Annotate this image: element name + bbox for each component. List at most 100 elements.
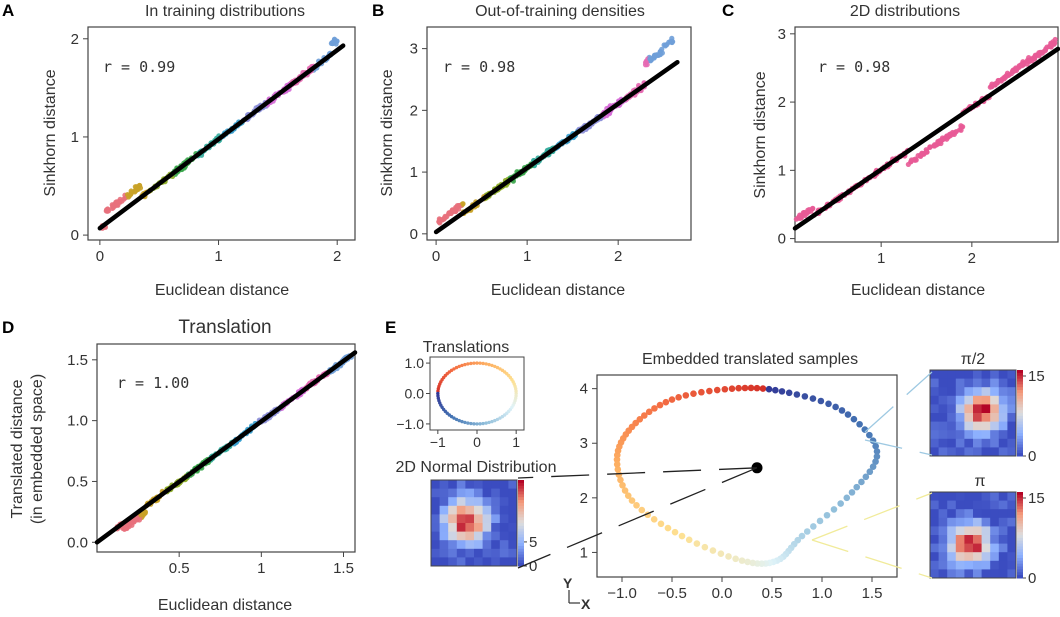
heatmap-cell: [998, 447, 1008, 457]
heatmap-cell: [947, 509, 957, 519]
embedded-point: [858, 478, 865, 486]
colorbar-segment: [1017, 384, 1023, 388]
colorbar-tick-label: 0: [1028, 570, 1036, 587]
heatmap-cell: [981, 387, 991, 397]
heatmap-cell: [456, 497, 466, 507]
embedded-plot-area: −1.0 −0.5 0.0 0.5 1.0 1.5 1 2 3 4: [580, 381, 883, 602]
embedded-point: [615, 471, 623, 478]
heatmap-cell: [981, 447, 991, 457]
heatmap-cell: [482, 497, 492, 507]
heatmap-cell: [973, 370, 982, 379]
heatmap-cell: [1007, 404, 1017, 414]
heatmap-cell: [955, 560, 965, 570]
heatmap-cell: [1007, 447, 1017, 457]
scatter-point: [460, 201, 466, 207]
heatmap-frame: [430, 479, 518, 567]
panel-d-ylabel-line2: (in embedded space): [29, 374, 46, 524]
heatmap-cell: [990, 430, 1000, 440]
embedded-point: [671, 528, 679, 536]
heatmap-cell: [448, 497, 458, 507]
heatmap-cell: [947, 430, 957, 440]
heatmap-cell: [955, 552, 965, 562]
scatter-point: [453, 208, 459, 215]
scatter-point: [104, 208, 110, 214]
panel-b-frame: [426, 26, 692, 241]
heatmap-cell: [930, 492, 939, 501]
heatmap-cell: [998, 370, 1008, 379]
heatmap-cell: [456, 531, 466, 541]
heatmap-cell: [990, 395, 1000, 405]
scatter-point: [949, 129, 956, 136]
embedded-point: [709, 547, 717, 554]
scatter-point: [1052, 36, 1058, 43]
embedded-point: [732, 555, 739, 563]
heatmap-cell: [491, 531, 501, 541]
heatmap-cell: [491, 540, 501, 550]
heatmap-cell: [998, 430, 1008, 440]
embedded-point: [713, 386, 721, 394]
heatmap-cell: [499, 548, 509, 558]
embedded-point: [621, 487, 629, 494]
embedded-point: [810, 523, 817, 530]
embedded-point: [838, 407, 846, 414]
heatmap-cell: [938, 430, 948, 440]
embedded-point: [741, 384, 749, 392]
colorbar-segment: [518, 545, 524, 550]
axis-y-letter: Y: [563, 575, 573, 591]
colorbar-tick-label: 0: [1028, 448, 1036, 465]
normal-title: 2D Normal Distribution: [396, 459, 557, 476]
heatmap-cell: [1007, 509, 1017, 519]
colorbar-tick-label: 15: [1028, 490, 1045, 507]
embedded-point: [628, 497, 636, 504]
heatmap-cell: [973, 413, 982, 422]
colorbar-segment: [1017, 494, 1023, 499]
heatmap-cell: [973, 517, 982, 527]
connector-normal-top: [517, 467, 758, 479]
heatmap-cell: [508, 523, 518, 532]
panel-c-ytick-label: 3: [778, 26, 786, 43]
heatmap-cell: [981, 378, 991, 388]
translations-ytick-label: −1.0: [396, 416, 424, 432]
colorbar-segment: [1017, 410, 1023, 414]
colorbar-segment: [1017, 572, 1023, 576]
panel-c-ytick-label: 2: [778, 94, 786, 111]
heatmap-cell: [964, 560, 974, 570]
heatmap-cell: [947, 543, 957, 553]
heatmap-cell: [508, 548, 518, 558]
fit-line: [97, 43, 346, 231]
translation-point: [460, 363, 464, 368]
heatmap-cell: [998, 543, 1008, 553]
panel-d-ylabel-line1: Translated distance: [9, 379, 26, 518]
panel-d-r-label: r = 1.00: [117, 374, 189, 392]
heatmap-cell: [491, 488, 501, 498]
heatmap-cell: [964, 395, 974, 405]
panel-a-ytick-label: 2: [71, 31, 79, 48]
heatmap-cell: [947, 447, 957, 457]
colorbar-segment: [1017, 555, 1023, 559]
heatmap-cell: [938, 438, 948, 448]
heatmap-cell: [990, 421, 1000, 431]
heatmap-cell: [482, 480, 492, 489]
heatmap-cell: [947, 378, 957, 388]
translation-point: [460, 419, 464, 424]
heatmap-cell: [930, 421, 939, 431]
heatmap-frame: [929, 491, 1017, 579]
colorbar-segment: [1017, 415, 1023, 420]
scatter-point: [1039, 49, 1045, 56]
heatmap-cell: [1007, 387, 1017, 397]
colorbar-segment: [1017, 575, 1023, 579]
panel-b: B Out-of-training densities 0 1 2 0 1 2 3 r = …: [372, 1, 692, 299]
scatter-point: [945, 134, 951, 140]
heatmap-cell: [973, 447, 982, 457]
scatter-point: [927, 144, 933, 150]
heatmap-cell: [930, 413, 939, 422]
colorbar-segment: [1017, 503, 1023, 507]
heatmap-cell: [955, 492, 965, 501]
panel-d-frame: [96, 343, 356, 553]
heatmap-cell: [930, 395, 939, 405]
panel-letter-b: B: [372, 1, 384, 20]
colorbar-segment: [1017, 404, 1023, 408]
heatmap-cell: [938, 535, 948, 544]
heatmap-cell: [938, 560, 948, 570]
heatmap-cell: [955, 421, 965, 431]
